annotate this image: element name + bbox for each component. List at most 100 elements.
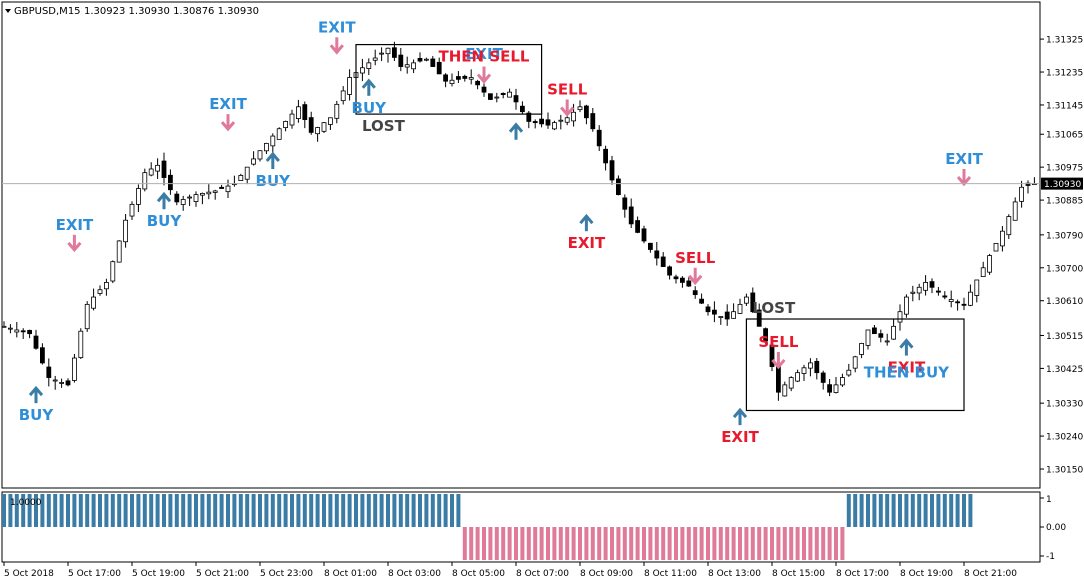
lost-label: LOST	[752, 299, 796, 317]
price-tick-label: 1.30885	[1046, 197, 1083, 207]
indicator-bar	[571, 527, 576, 560]
indicator-bar	[130, 494, 134, 527]
indicator-bar	[213, 494, 218, 527]
candle-body	[660, 256, 666, 267]
indicator-bar	[155, 494, 160, 527]
indicator-bar	[488, 527, 493, 560]
price-tick-label: 1.30240	[1046, 433, 1083, 443]
indicator-bar	[59, 494, 64, 527]
candle-body	[648, 242, 653, 250]
indicator-bar	[866, 494, 870, 527]
indicator-bar	[802, 527, 806, 560]
indicator-bar	[744, 527, 749, 560]
candle-body	[520, 105, 525, 113]
time-tick-label: 8 Oct 09:00	[580, 569, 633, 579]
indicator-bar	[194, 494, 198, 527]
candle-body	[321, 122, 327, 132]
indicator-bar	[565, 527, 570, 560]
indicator-bar	[341, 494, 346, 527]
candle-body	[859, 343, 864, 355]
trade-boxes-layer: LOST LOST	[355, 43, 965, 412]
candle-body	[289, 113, 295, 126]
indicator-bar	[936, 494, 941, 527]
indicator-bar	[85, 494, 90, 527]
indicator-bar	[2, 494, 6, 527]
candle-body	[756, 309, 762, 327]
indicator-bar	[328, 494, 333, 527]
candle-body	[904, 296, 909, 315]
candle-body	[104, 282, 109, 290]
candle-body	[776, 365, 781, 393]
candle-body	[616, 178, 621, 196]
indicator-bar	[290, 494, 294, 527]
candle-body	[641, 228, 647, 242]
candle-body	[385, 47, 391, 55]
candle-body	[654, 250, 660, 259]
candle-body	[910, 291, 916, 294]
candle-body	[846, 369, 852, 376]
indicator-bar	[450, 494, 454, 527]
indicator-bar	[789, 527, 794, 560]
indicator-bar	[354, 494, 358, 527]
candle-body	[936, 290, 941, 293]
indicator-bar	[680, 527, 685, 560]
indicator-bar	[251, 494, 256, 527]
candle-body	[475, 80, 481, 86]
indicator-bar	[149, 494, 154, 527]
candle-body	[1019, 186, 1024, 202]
indicator-bar	[258, 494, 262, 527]
candle-body	[430, 58, 436, 67]
candle-body	[302, 104, 308, 120]
time-tick-label: 5 Oct 17:00	[68, 569, 121, 579]
candle-body	[244, 166, 250, 180]
candle-body	[801, 367, 807, 374]
candle-body	[507, 91, 513, 98]
candle-body	[327, 117, 333, 125]
indicator-bar	[104, 494, 109, 527]
candle-body	[135, 188, 141, 205]
candle-body	[820, 372, 826, 383]
candle-body	[840, 377, 845, 386]
indicator-bar	[66, 494, 70, 527]
candle-body	[46, 366, 52, 378]
candle-body	[283, 121, 289, 129]
candle-body	[744, 296, 749, 304]
candle-body	[596, 129, 602, 147]
indicator-bar	[501, 527, 506, 560]
indicator-bar	[174, 494, 179, 527]
candle-body	[558, 119, 564, 122]
indicator-bar	[302, 494, 307, 527]
candle-body	[123, 219, 128, 243]
current-price-tag	[1041, 177, 1083, 190]
indicator-bar	[347, 494, 352, 527]
candle-body	[187, 196, 193, 199]
candle-body	[884, 340, 890, 343]
time-tick-label: 5 Oct 23:00	[260, 569, 313, 579]
candle-body	[33, 335, 39, 349]
candle-body	[948, 299, 954, 302]
indicator-bar	[8, 494, 13, 527]
candle-body	[27, 329, 33, 335]
indicator-bar	[635, 527, 640, 560]
indicator-bar	[827, 527, 832, 560]
indicator-bar	[610, 527, 614, 560]
candle-body	[532, 121, 538, 124]
candle-body	[705, 306, 711, 313]
candle-body	[1012, 201, 1018, 221]
candle-body	[552, 122, 557, 130]
candle-body	[417, 57, 423, 62]
candle-body	[161, 160, 167, 178]
indicator-bar	[360, 494, 365, 527]
candle-body	[443, 74, 449, 82]
price-tick-label: 1.30790	[1046, 231, 1083, 241]
time-tick-label: 5 Oct 21:00	[196, 569, 249, 579]
exit-label: EXIT	[209, 95, 247, 113]
candle-body	[398, 54, 404, 67]
up-arrow-icon	[361, 78, 376, 89]
candle-body	[513, 95, 519, 103]
candle-body	[116, 240, 122, 263]
candle-body	[110, 261, 116, 282]
candle-body	[500, 92, 506, 95]
candle-body	[340, 90, 346, 102]
